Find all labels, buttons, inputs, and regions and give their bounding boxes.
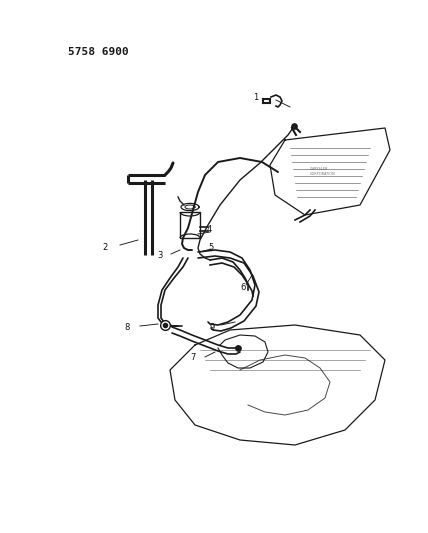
Text: 5: 5 bbox=[209, 243, 214, 252]
Text: 2: 2 bbox=[103, 244, 108, 253]
Bar bbox=[180, 212, 200, 238]
Text: 1: 1 bbox=[253, 93, 258, 102]
Text: 5758 6900: 5758 6900 bbox=[68, 47, 129, 57]
Text: 4: 4 bbox=[207, 224, 212, 233]
Text: CHRYSLER
CORPORATION: CHRYSLER CORPORATION bbox=[310, 167, 336, 176]
Text: 8: 8 bbox=[125, 322, 130, 332]
Text: 3: 3 bbox=[158, 252, 163, 261]
Text: 7: 7 bbox=[190, 353, 196, 362]
Text: 6: 6 bbox=[241, 284, 246, 293]
Text: 9: 9 bbox=[210, 322, 215, 332]
